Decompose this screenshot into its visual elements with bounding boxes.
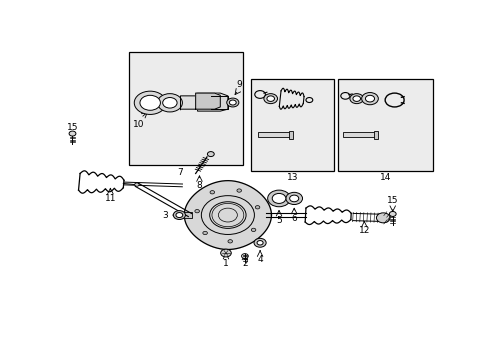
Circle shape	[203, 231, 207, 235]
Circle shape	[134, 183, 139, 186]
Text: 11: 11	[104, 194, 116, 203]
Circle shape	[237, 189, 241, 192]
Circle shape	[388, 211, 395, 216]
Polygon shape	[210, 96, 227, 109]
Text: 3: 3	[162, 211, 168, 220]
Circle shape	[134, 91, 166, 114]
Text: 2: 2	[242, 260, 247, 269]
Circle shape	[267, 190, 290, 207]
Text: 13: 13	[286, 174, 298, 183]
Text: 15: 15	[66, 123, 78, 132]
Circle shape	[207, 152, 214, 157]
Circle shape	[176, 212, 183, 217]
Circle shape	[173, 211, 185, 220]
Circle shape	[365, 95, 374, 102]
Circle shape	[376, 213, 389, 223]
Circle shape	[349, 94, 363, 104]
Circle shape	[253, 238, 265, 247]
Text: 5: 5	[276, 216, 282, 225]
Bar	[288, 131, 292, 139]
Text: 12: 12	[358, 226, 369, 235]
Bar	[258, 132, 290, 138]
Circle shape	[220, 249, 231, 257]
Circle shape	[251, 228, 255, 231]
Circle shape	[157, 94, 182, 112]
Circle shape	[69, 131, 76, 136]
Circle shape	[163, 98, 177, 108]
Bar	[182, 212, 191, 218]
Text: 6: 6	[291, 214, 297, 223]
Text: 1: 1	[223, 260, 228, 269]
Text: 9: 9	[236, 80, 242, 89]
Circle shape	[229, 100, 236, 105]
Circle shape	[285, 192, 302, 204]
Circle shape	[227, 240, 232, 243]
Polygon shape	[195, 93, 220, 109]
Circle shape	[352, 96, 360, 102]
Bar	[337, 79, 432, 171]
Circle shape	[264, 94, 277, 104]
Circle shape	[272, 193, 285, 203]
Text: 7: 7	[177, 168, 183, 177]
Polygon shape	[180, 93, 227, 111]
Bar	[373, 131, 378, 139]
Text: 4: 4	[257, 255, 263, 264]
Text: 14: 14	[379, 174, 390, 183]
Circle shape	[241, 253, 248, 258]
Circle shape	[289, 195, 298, 202]
Circle shape	[195, 210, 199, 213]
Circle shape	[266, 96, 274, 102]
Circle shape	[257, 240, 263, 245]
Circle shape	[140, 95, 160, 110]
Circle shape	[226, 98, 238, 107]
Bar	[250, 79, 333, 171]
Circle shape	[255, 206, 259, 209]
Circle shape	[210, 190, 214, 194]
Text: 15: 15	[386, 196, 398, 205]
Text: 8: 8	[196, 181, 202, 190]
Text: 10: 10	[133, 120, 144, 129]
Circle shape	[361, 93, 378, 105]
Bar	[343, 132, 375, 138]
Bar	[129, 51, 243, 165]
Polygon shape	[184, 181, 271, 249]
